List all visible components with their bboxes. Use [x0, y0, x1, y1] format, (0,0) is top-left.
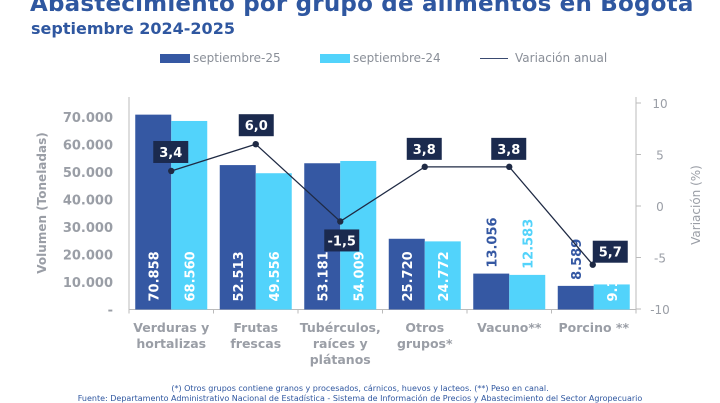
variation-label-box: [238, 114, 274, 137]
y-tick-label: 40.000: [63, 194, 113, 209]
bar-value-label: 25.720: [401, 251, 416, 301]
x-tick-label: Verduras y: [133, 320, 209, 335]
x-tick-label: Tubérculos,: [300, 320, 381, 335]
variation-point: [168, 167, 175, 175]
x-tick-label: Otros: [405, 320, 444, 335]
y-axis-label: Volumen (Toneladas): [35, 132, 49, 273]
bar-septiembre-25: [473, 273, 510, 310]
y-tick-label: 60.000: [63, 139, 113, 154]
variation-label: -1,5: [328, 234, 356, 249]
bar-septiembre-25: [219, 165, 256, 310]
chart-title: Abastecimiento por grupo de alimentos en…: [30, 0, 694, 17]
variation-label-box: [491, 137, 527, 160]
y2-tick-label: -10: [650, 303, 670, 317]
legend-item-variation: Variación anual: [480, 51, 607, 65]
bar-septiembre-24: [424, 241, 461, 310]
y-tick-label: 70.000: [63, 111, 113, 126]
variation-point: [589, 261, 596, 268]
bar-septiembre-25: [557, 285, 594, 310]
x-tick-label: plátanos: [310, 352, 371, 367]
variation-point: [506, 163, 513, 171]
legend-label: septiembre-24: [353, 51, 441, 65]
bar-septiembre-24: [509, 274, 546, 310]
y2-tick-label: 5: [656, 149, 664, 163]
variation-label-box: [324, 229, 360, 252]
variation-point: [337, 218, 344, 225]
y-tick-label: 50.000: [63, 166, 113, 181]
y-tick-label: 30.000: [63, 221, 113, 236]
bar-value-label: 49.556: [268, 251, 283, 301]
source-note: Fuente: Departamento Administrativo Naci…: [77, 394, 643, 403]
footnote: (*) Otros grupos contiene granos y proce…: [171, 384, 549, 393]
variation-line: [171, 143, 594, 266]
variation-label-box: [153, 140, 189, 163]
x-tick-label: raíces y: [313, 336, 368, 351]
x-tick-label: hortalizas: [136, 336, 206, 351]
bar-value-label: 52.513: [232, 251, 247, 301]
bar-septiembre-25: [388, 238, 425, 310]
bar-value-label: 8.589: [570, 239, 585, 280]
legend-swatch-sep25: [160, 53, 190, 63]
legend: septiembre-25 septiembre-24 Variación an…: [0, 51, 720, 69]
bar-value-label: 53.181: [316, 251, 331, 301]
x-tick-label: Vacuno**: [477, 320, 542, 335]
variation-label-box: [406, 137, 442, 160]
legend-label: septiembre-25: [193, 51, 281, 65]
legend-label: Variación anual: [515, 51, 608, 65]
x-tick-label: grupos*: [397, 336, 453, 351]
x-tick-label: Porcino **: [558, 320, 629, 335]
y2-axis-label: Variación (%): [689, 165, 703, 245]
bar-value-label: 12.583: [521, 219, 536, 269]
variation-label: 5,7: [599, 246, 622, 261]
bar-value-label: 70.858: [147, 251, 162, 301]
variation-label: 6,0: [245, 119, 268, 134]
x-tick-label: Frutas: [233, 320, 278, 335]
variation-point: [252, 141, 259, 148]
bar-value-label: 54.009: [352, 251, 367, 301]
variation-label: 3,4: [159, 146, 182, 161]
bar-septiembre-24: [255, 173, 292, 310]
bar-value-label: 68.560: [183, 251, 198, 301]
bar-value-label: 9.111: [606, 260, 621, 301]
y2-tick-label: 10: [652, 97, 667, 111]
variation-label: 3,8: [497, 143, 520, 158]
variation-label: 3,8: [413, 143, 436, 158]
y-tick-label: 20.000: [63, 249, 113, 264]
y2-tick-label: 0: [656, 200, 664, 214]
bar-value-label: 24.772: [437, 251, 452, 301]
y-tick-label: 10.000: [63, 276, 113, 291]
x-tick-label: frescas: [230, 336, 281, 351]
legend-swatch-sep24: [320, 53, 350, 63]
bar-value-label: 13.056: [485, 217, 500, 267]
bar-septiembre-24: [593, 284, 630, 310]
y2-tick-label: -5: [654, 252, 666, 266]
chart-subtitle: septiembre 2024-2025: [31, 19, 235, 38]
variation-point: [421, 163, 428, 171]
variation-label-box: [592, 240, 628, 263]
legend-line-swatch: [480, 57, 508, 59]
legend-item-sep25: septiembre-25: [160, 51, 281, 65]
y-tick-label: -: [108, 304, 113, 319]
legend-item-sep24: septiembre-24: [320, 51, 441, 65]
